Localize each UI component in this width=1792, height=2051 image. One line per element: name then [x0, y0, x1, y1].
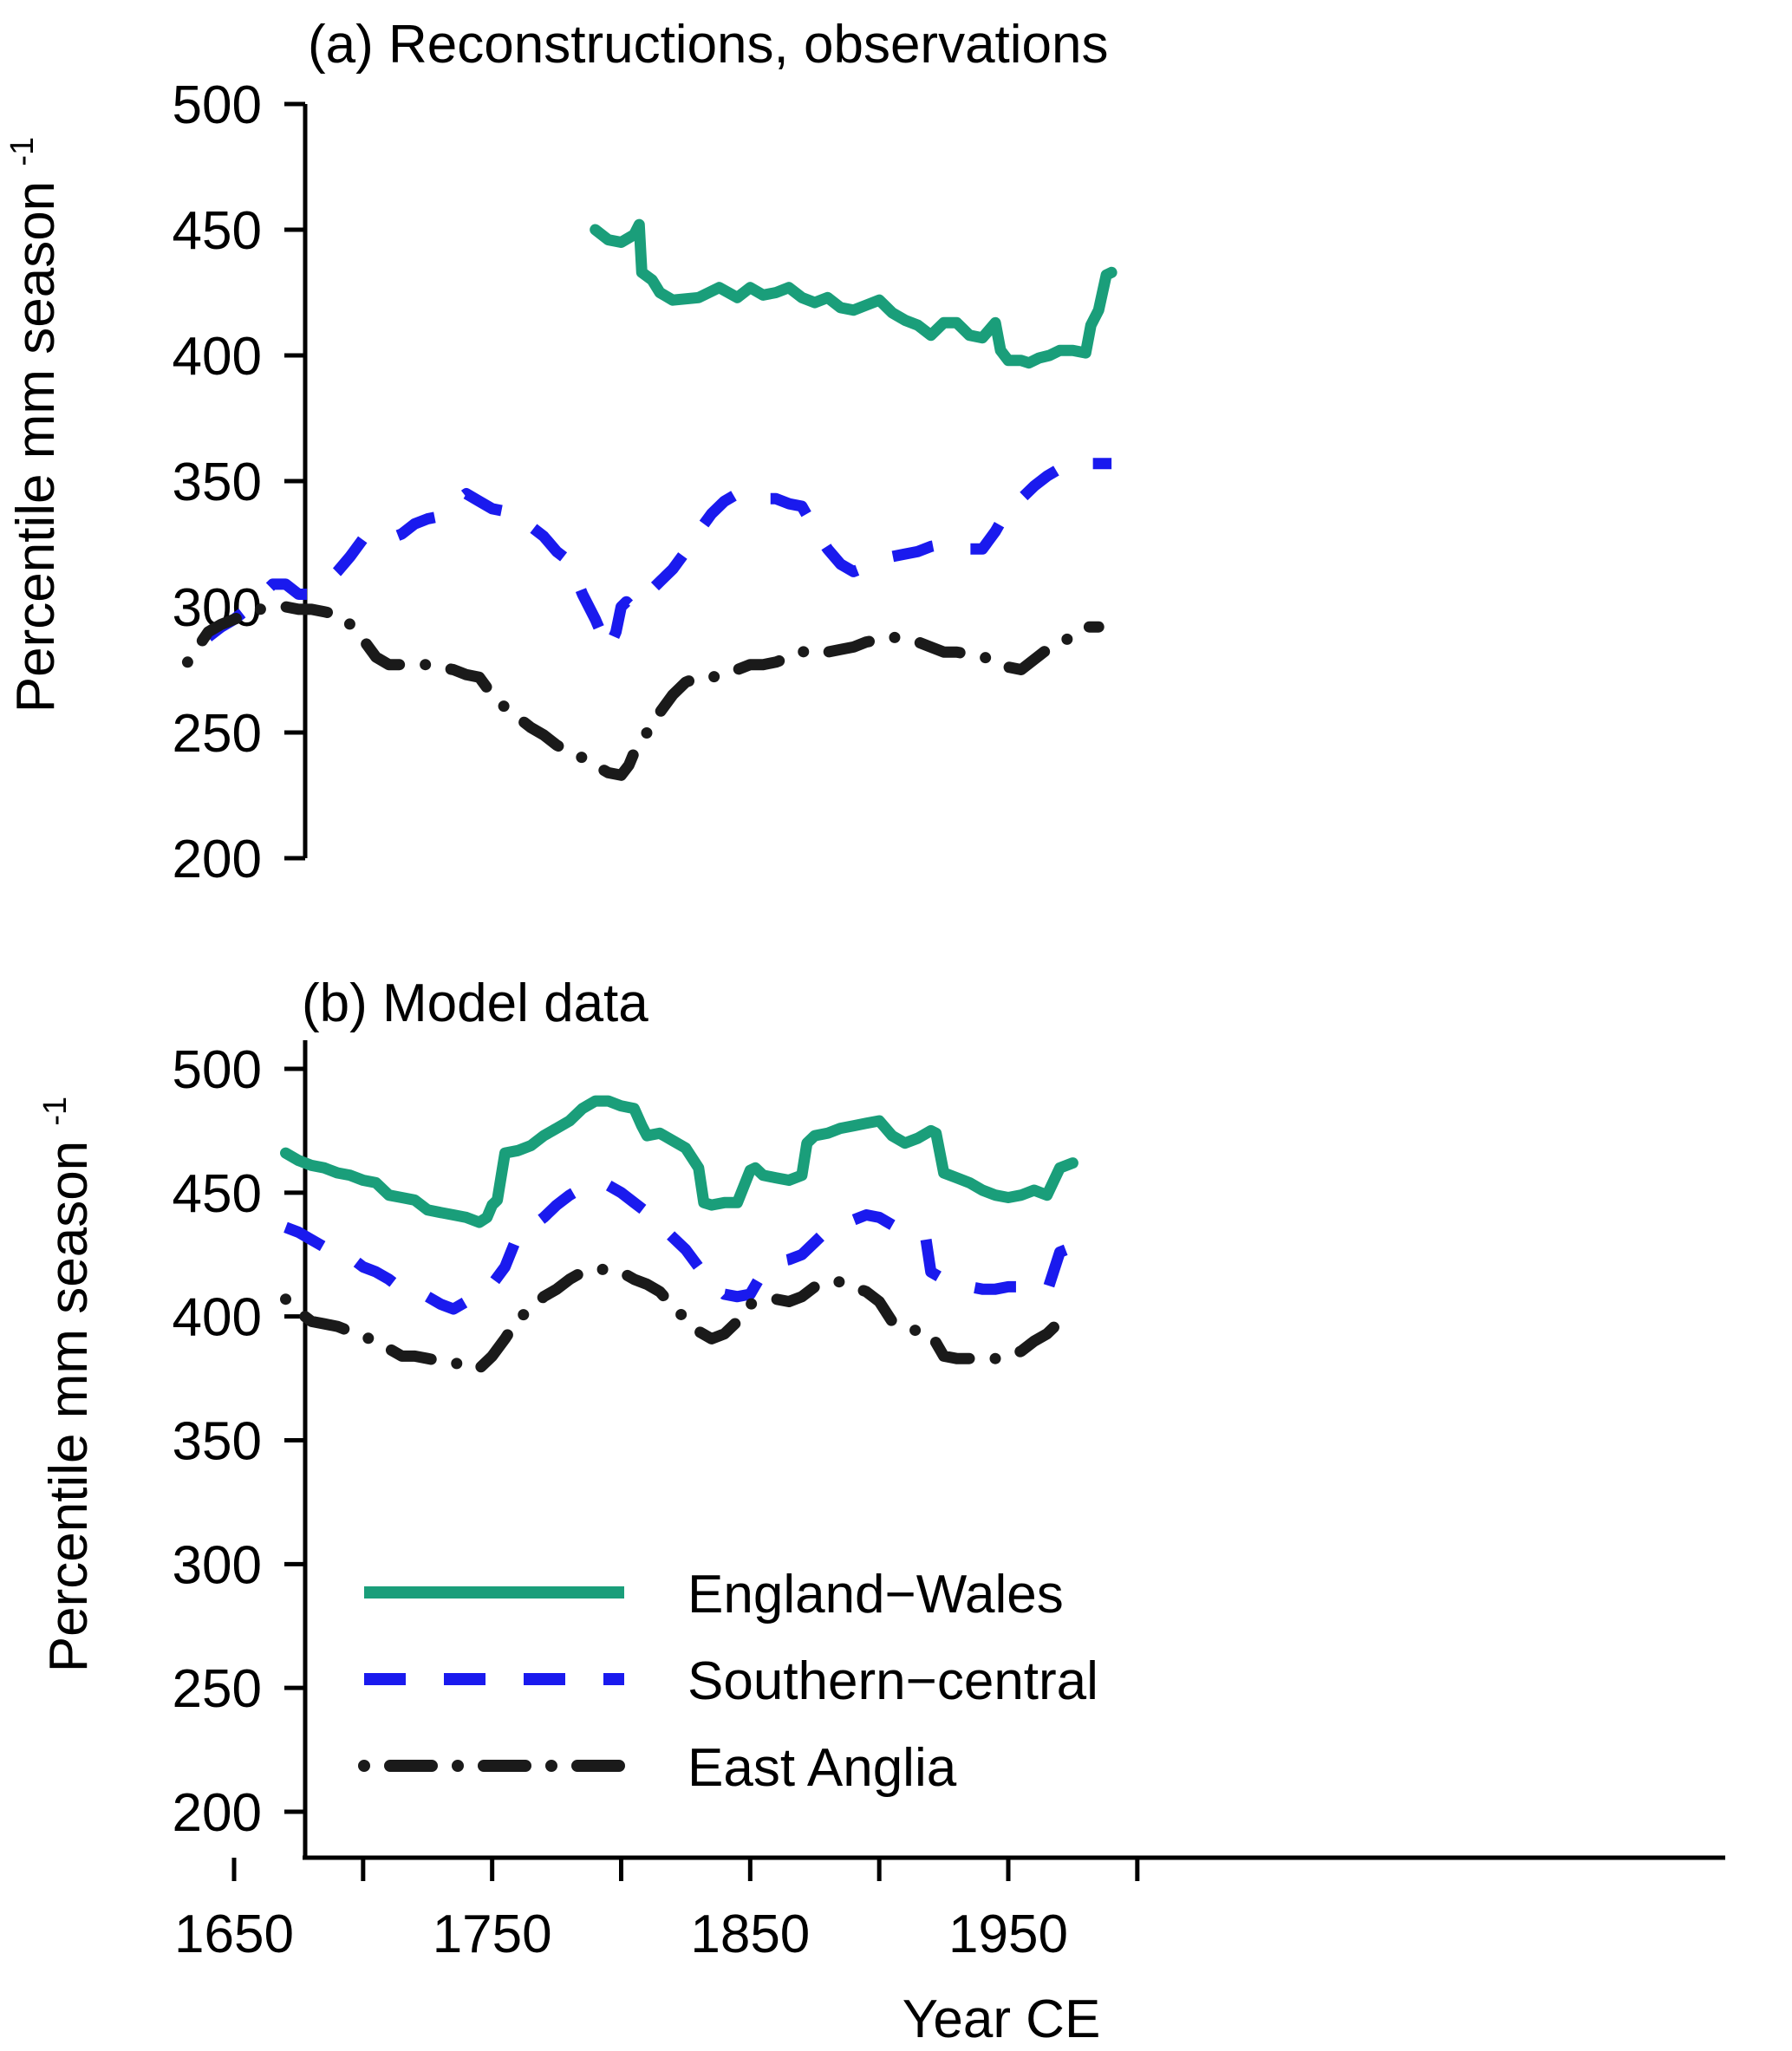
panel-a-title: (a) Reconstructions, observations: [308, 15, 1109, 75]
panel-b-title: (b) Model data: [302, 973, 648, 1033]
legend-entry-england-wales: England−Wales: [364, 1565, 1064, 1625]
svg-text:Percentile mm season -: Percentile mm season -1: [37, 1097, 99, 1672]
panel-b-y-tick-label-450: 450: [173, 1164, 262, 1224]
panel-b-series-england-wales: [280, 1095, 1078, 1228]
x-tick-label-1750: 1750: [433, 1904, 552, 1964]
panel-b-y-axis-label: Percentile mm season: [39, 1141, 99, 1672]
panel-b-y-axis-title: Percentile mm season -1: [37, 1097, 99, 1672]
panel-a-series-east-anglia: [181, 601, 1105, 781]
panel-b-y-tick-label-350: 350: [173, 1412, 262, 1472]
panel-b-y-tick-label-250: 250: [173, 1659, 262, 1719]
panel-a-y-tick-label-250: 250: [173, 704, 262, 764]
legend-label-southern-central: Southern−central: [687, 1651, 1098, 1711]
panel-a-series-england-wales: [590, 218, 1118, 369]
panel-b: (b) Model data Percentile mm season -1 2…: [37, 973, 1725, 2049]
legend-entry-southern-central: Southern−central: [364, 1651, 1098, 1711]
panel-b-y-axis-superscript: -1: [37, 1097, 74, 1126]
panel-b-y-tick-label-400: 400: [173, 1288, 262, 1348]
x-tick-label-1950: 1950: [948, 1904, 1068, 1964]
panel-a-y-axis-superscript: -1: [4, 137, 41, 166]
x-tick-label-1850: 1850: [690, 1904, 810, 1964]
panel-a-y-axis-label: Percentile mm season: [6, 181, 66, 713]
legend-label-england-wales: England−Wales: [687, 1565, 1064, 1625]
panel-b-y-tick-label-500: 500: [173, 1040, 262, 1100]
panel-a-y-axis-title: Percentile mm season -1: [4, 137, 66, 713]
x-tick-label-1650: 1650: [174, 1904, 294, 1964]
panel-a-series-southern-central: [205, 458, 1112, 655]
panel-b-y-ticks: 200 250 300 350 400 450 500: [173, 1040, 305, 1843]
panel-b-series-east-anglia: [280, 1263, 1078, 1375]
panel-a-y-tick-label-200: 200: [173, 830, 262, 889]
panel-b-series: [280, 1095, 1078, 1375]
panel-a-y-tick-label-350: 350: [173, 453, 262, 512]
legend-entry-east-anglia: East Anglia: [358, 1738, 957, 1798]
svg-text:Percentile mm season -: Percentile mm season -1: [4, 137, 66, 713]
legend: England−Wales Southern−central East Angl…: [358, 1565, 1098, 1798]
panel-b-series-southern-central: [283, 1176, 1075, 1315]
panel-a-y-tick-label-500: 500: [173, 75, 262, 135]
panel-a-series: [181, 218, 1118, 781]
panel-a: (a) Reconstructions, observations Percen…: [4, 15, 1118, 889]
panel-a-y-tick-label-450: 450: [173, 201, 262, 261]
legend-label-east-anglia: East Anglia: [687, 1738, 957, 1798]
x-axis-title: Year CE: [903, 1989, 1101, 2049]
panel-b-x-ticks: 1650 1750 1850 1950: [174, 1858, 1140, 1964]
panel-b-y-tick-label-200: 200: [173, 1783, 262, 1843]
panel-b-y-tick-label-300: 300: [173, 1535, 262, 1595]
panel-a-y-tick-label-400: 400: [173, 327, 262, 387]
